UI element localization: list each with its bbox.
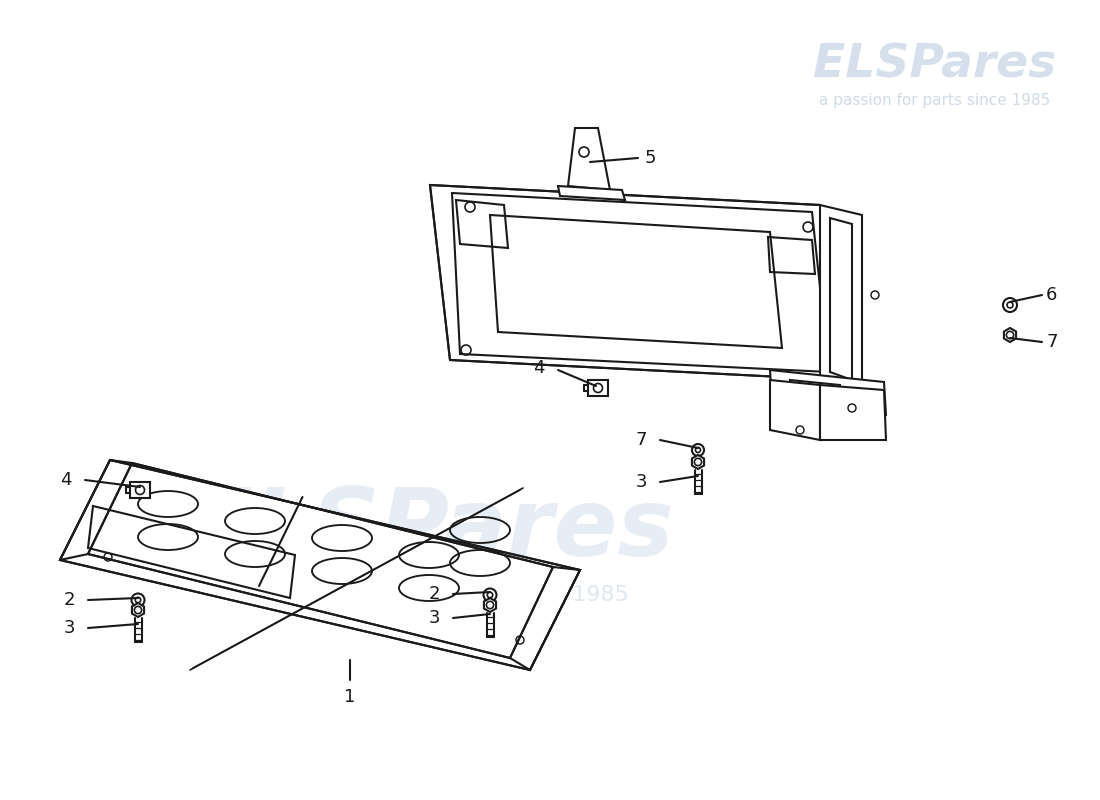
Text: 5: 5	[645, 149, 657, 167]
Polygon shape	[558, 186, 625, 200]
Text: 7: 7	[1046, 333, 1057, 351]
Text: a passion for parts since 1985: a passion for parts since 1985	[820, 93, 1050, 107]
Text: 1: 1	[344, 688, 355, 706]
Text: 2: 2	[429, 585, 440, 603]
Text: 3: 3	[429, 609, 440, 627]
Polygon shape	[430, 185, 840, 380]
Text: 2: 2	[64, 591, 75, 609]
Text: 6: 6	[1046, 286, 1057, 304]
Polygon shape	[1004, 328, 1016, 342]
Polygon shape	[588, 380, 608, 396]
Text: 7: 7	[636, 431, 647, 449]
Text: ELSPares: ELSPares	[187, 484, 673, 576]
Polygon shape	[770, 380, 820, 440]
Text: 4: 4	[534, 359, 544, 377]
Polygon shape	[130, 482, 150, 498]
Text: ELSPares: ELSPares	[813, 42, 1057, 87]
Ellipse shape	[692, 444, 704, 456]
Polygon shape	[484, 598, 496, 612]
Ellipse shape	[484, 589, 496, 602]
Polygon shape	[770, 370, 886, 415]
Text: 3: 3	[636, 473, 647, 491]
Polygon shape	[60, 460, 580, 670]
Polygon shape	[820, 385, 886, 440]
Text: a passion for parts since 1985: a passion for parts since 1985	[292, 585, 628, 605]
Ellipse shape	[132, 594, 144, 606]
Polygon shape	[568, 128, 611, 190]
Text: 3: 3	[64, 619, 75, 637]
Ellipse shape	[1003, 298, 1018, 312]
Text: 4: 4	[60, 471, 72, 489]
Polygon shape	[692, 455, 704, 469]
Polygon shape	[132, 603, 144, 617]
Polygon shape	[820, 205, 862, 390]
